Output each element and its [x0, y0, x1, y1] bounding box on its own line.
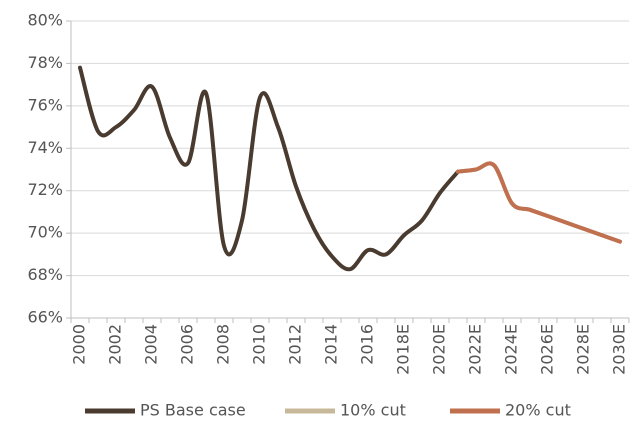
x-tick-label: 2016 — [358, 324, 377, 365]
x-tick-label: 2018E — [394, 324, 413, 375]
y-tick-label: 80% — [27, 11, 63, 30]
line-series — [456, 161, 622, 244]
legend-label: PS Base case — [140, 401, 246, 420]
x-tick-label: 2002 — [106, 324, 125, 365]
x-tick-label: 2000 — [70, 324, 89, 365]
y-tick-label: 66% — [27, 308, 63, 327]
line-series — [456, 161, 622, 244]
x-tick-label: 2020E — [430, 324, 449, 375]
x-tick-label: 2014 — [322, 324, 341, 365]
x-tick-label: 2008 — [214, 324, 233, 365]
y-tick-label: 70% — [27, 223, 63, 242]
y-tick-label: 76% — [27, 95, 63, 114]
y-tick-label: 68% — [27, 265, 63, 284]
y-tick-label: 78% — [27, 53, 63, 72]
x-tick-label: 2028E — [574, 324, 593, 375]
x-tick-label: 2030E — [610, 324, 629, 375]
x-tick-label: 2024E — [502, 324, 521, 375]
line-series — [78, 65, 460, 272]
x-tick-label: 2006 — [178, 324, 197, 365]
x-tick-label: 2010 — [250, 324, 269, 365]
legend-label: 20% cut — [505, 401, 571, 420]
x-tick-label: 2004 — [142, 324, 161, 365]
y-tick-label: 74% — [27, 138, 63, 157]
x-tick-label: 2012 — [286, 324, 305, 365]
x-tick-label: 2022E — [466, 324, 485, 375]
legend-label: 10% cut — [340, 401, 406, 420]
y-tick-label: 72% — [27, 180, 63, 199]
x-tick-label: 2026E — [538, 324, 557, 375]
